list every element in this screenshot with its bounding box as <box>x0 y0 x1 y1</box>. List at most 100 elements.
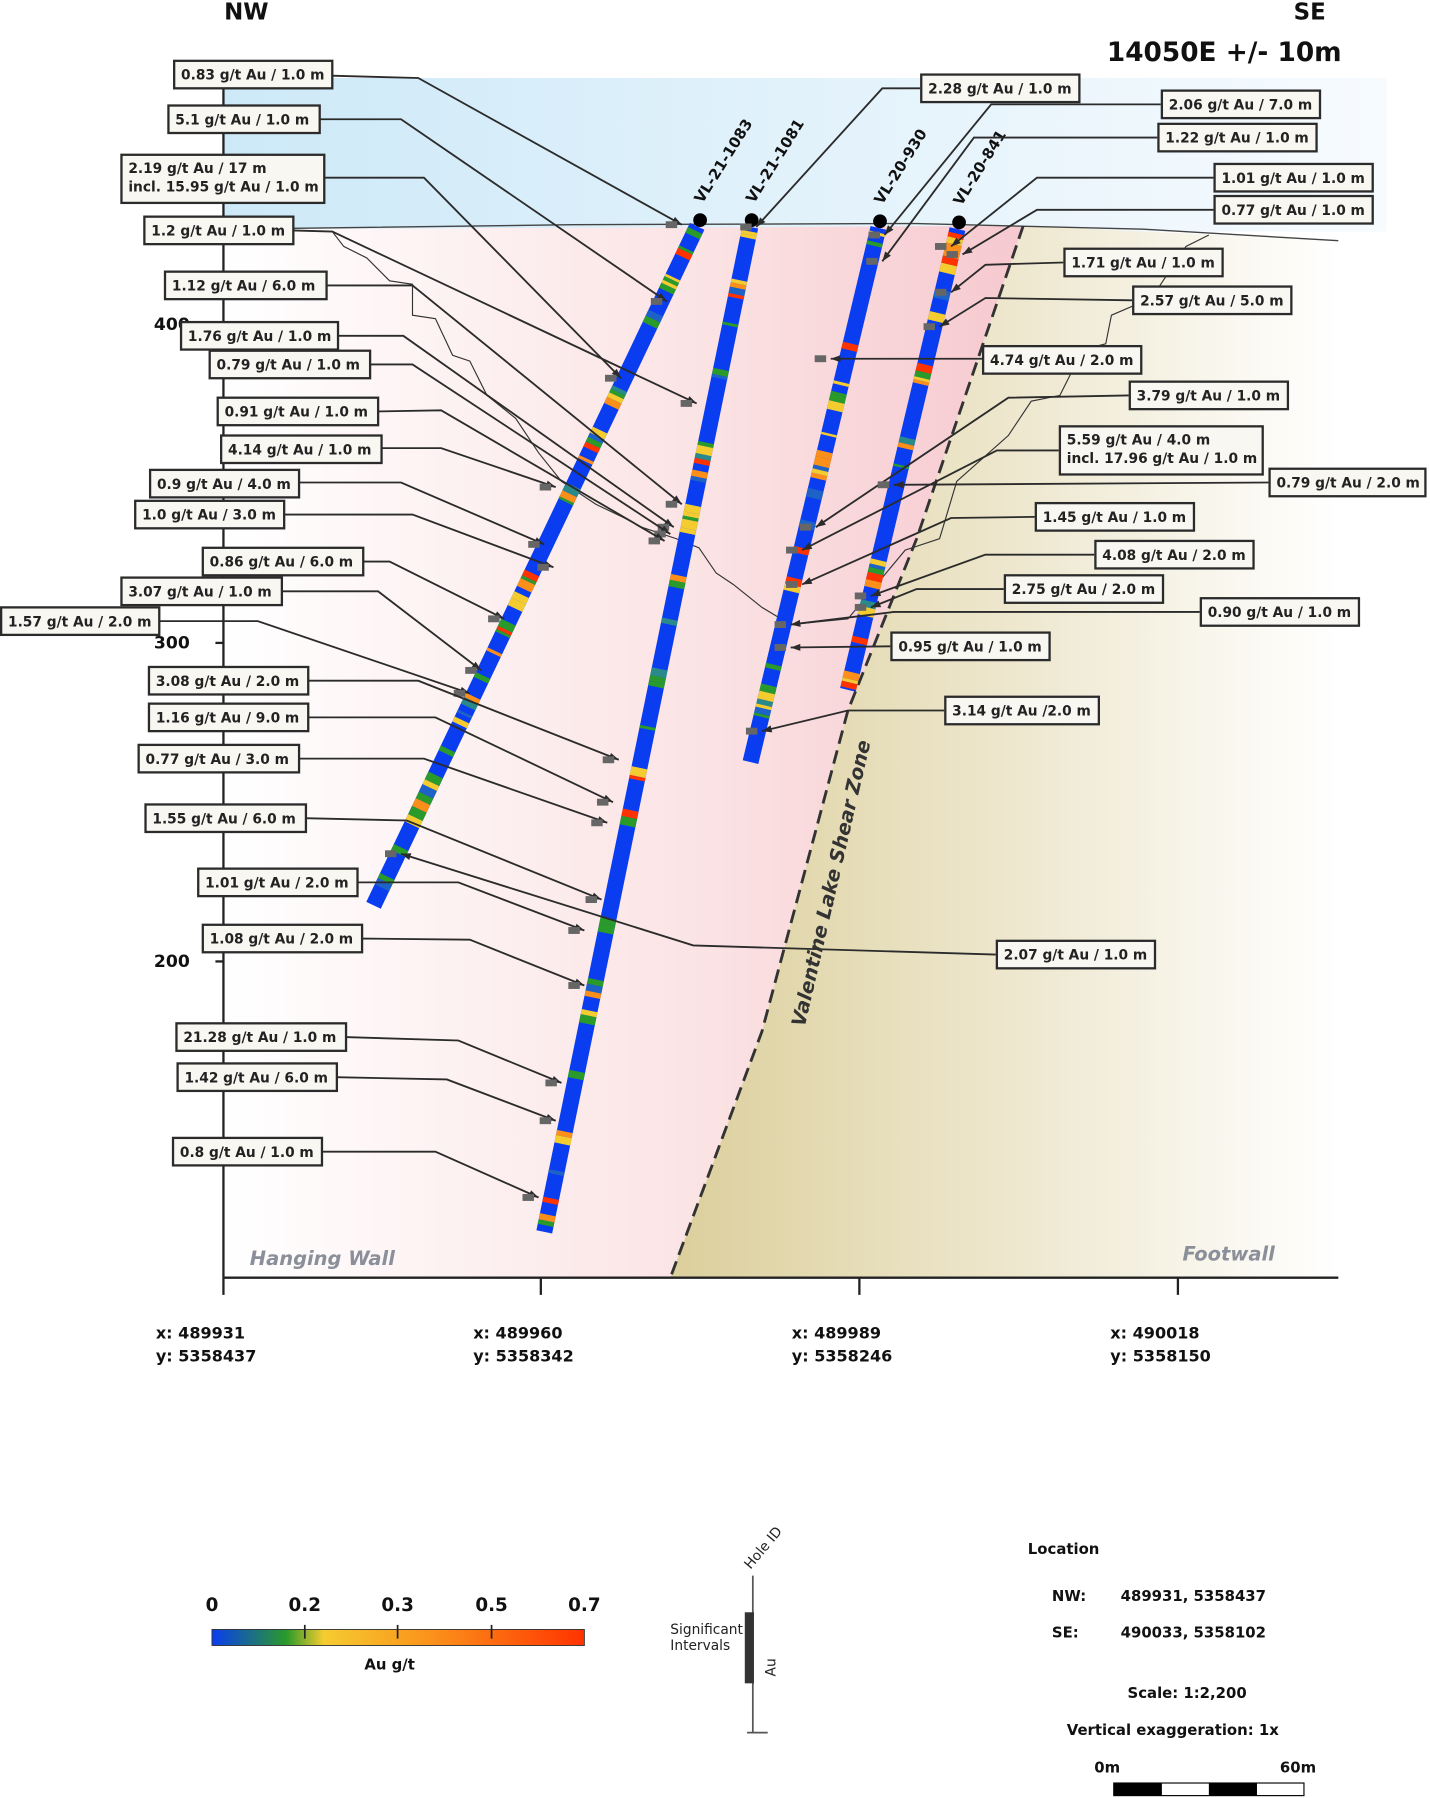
intercept-callout[interactable]: 2.06 g/t Au / 7.0 m <box>868 89 1322 239</box>
leader-line <box>325 284 683 505</box>
intercept-callout[interactable]: 3.14 g/t Au /2.0 m <box>745 695 1100 735</box>
arrow-head-icon <box>471 661 482 671</box>
intercept-text: 1.57 g/t Au / 2.0 m <box>8 614 151 630</box>
assay-interval <box>828 393 847 404</box>
easting-label: x: 489931 <box>156 1323 245 1342</box>
intercept-callout[interactable]: 0.83 g/t Au / 1.0 m <box>173 59 683 229</box>
intercept-callout[interactable]: 0.95 g/t Au / 1.0 m <box>774 631 1051 662</box>
significant-interval-marker <box>539 483 552 491</box>
leader-line <box>280 590 482 672</box>
callout-box <box>201 923 364 954</box>
easting-label: x: 489989 <box>792 1323 881 1342</box>
intercept-callout[interactable]: 0.77 g/t Au / 3.0 m <box>137 743 608 827</box>
assay-interval <box>562 482 581 498</box>
callout-box <box>120 153 326 205</box>
intercept-callout[interactable]: 1.42 g/t Au / 6.0 m <box>176 1062 557 1125</box>
intercept-callout[interactable]: 4.74 g/t Au / 2.0 m <box>814 344 1143 375</box>
se-direction: SE <box>1294 0 1326 26</box>
intercept-callout[interactable]: 2.07 g/t Au / 1.0 m <box>385 850 1157 970</box>
drill-hole[interactable] <box>366 222 705 909</box>
assay-interval <box>438 745 456 758</box>
assay-interval <box>604 396 622 410</box>
intercept-callout[interactable]: 3.07 g/t Au / 1.0 m <box>120 576 482 674</box>
intercept-callout[interactable]: 0.79 g/t Au / 2.0 m <box>877 467 1427 498</box>
intercept-text: 0.9 g/t Au / 4.0 m <box>157 477 291 493</box>
callout-box <box>1213 194 1374 225</box>
intercept-callout[interactable]: 1.08 g/t Au / 2.0 m <box>201 923 585 989</box>
callout-box <box>148 468 301 499</box>
assay-interval <box>851 635 869 646</box>
assay-interval <box>538 1213 556 1223</box>
leader-line <box>344 1036 562 1084</box>
assay-interval <box>760 683 777 692</box>
assay-interval <box>754 706 772 717</box>
intercept-callout[interactable]: 0.86 g/t Au / 6.0 m <box>201 546 505 623</box>
callout-box <box>1213 162 1374 193</box>
assay-interval <box>813 455 832 469</box>
leader-line <box>292 229 698 405</box>
intercept-text: 1.12 g/t Au / 6.0 m <box>172 279 315 295</box>
leader-line <box>320 1150 539 1199</box>
assay-interval <box>832 380 850 388</box>
leader-line <box>939 297 1133 328</box>
assay-interval <box>587 432 605 444</box>
drill-hole[interactable] <box>536 225 759 1234</box>
assay-interval <box>677 245 694 255</box>
intercept-callout[interactable]: 0.77 g/t Au / 1.0 m <box>946 194 1374 258</box>
intercept-callout[interactable]: 1.57 g/t Au / 2.0 m <box>0 606 471 697</box>
intercept-callout[interactable]: 0.8 g/t Au / 1.0 m <box>171 1136 539 1201</box>
intercept-callout[interactable]: 5.59 g/t Au / 4.0 m incl. 17.96 g/t Au / … <box>786 425 1264 554</box>
intercept-callout[interactable]: 0.91 g/t Au / 1.0 m <box>216 396 666 545</box>
intercept-callout[interactable]: 5.1 g/t Au / 1.0 m <box>167 104 668 305</box>
intercept-callout[interactable]: 0.79 g/t Au / 1.0 m <box>208 349 671 538</box>
intercept-callout[interactable]: 21.28 g/t Au / 1.0 m <box>175 1022 562 1087</box>
intercept-callout[interactable]: 1.76 g/t Au / 1.0 m <box>179 320 675 531</box>
assay-interval <box>567 1069 586 1081</box>
assay-interval <box>649 677 666 685</box>
intercept-callout[interactable]: 1.2 g/t Au / 1.0 m <box>143 215 698 407</box>
intercept-text: 2.75 g/t Au / 2.0 m <box>1012 582 1155 598</box>
leader-line <box>790 645 891 649</box>
intercept-callout[interactable]: 0.9 g/t Au / 4.0 m <box>148 468 545 548</box>
assay-interval <box>927 310 946 324</box>
intercept-callout[interactable]: 2.57 g/t Au / 5.0 m <box>923 285 1293 331</box>
significant-interval-marker <box>799 523 812 531</box>
leader-line <box>801 515 1035 586</box>
vertical-exaggeration: Vertical exaggeration: 1x <box>1067 1721 1279 1739</box>
callout-box <box>995 939 1157 970</box>
assay-interval <box>521 569 540 583</box>
intercept-callout[interactable]: 2.28 g/t Au / 1.0 m <box>740 73 1081 231</box>
intercept-callout[interactable]: 0.90 g/t Au / 1.0 m <box>774 597 1361 629</box>
intercept-text: 0.90 g/t Au / 1.0 m <box>1208 605 1351 621</box>
callout-box <box>167 104 321 135</box>
drill-hole[interactable] <box>742 226 887 764</box>
nw-label: NW: <box>1052 1587 1086 1605</box>
leader-line <box>881 136 1158 262</box>
intercept-callout[interactable]: 1.12 g/t Au / 6.0 m <box>163 270 683 508</box>
intercept-callout[interactable]: 1.45 g/t Au / 1.0 m <box>786 501 1196 588</box>
assay-interval <box>599 916 617 926</box>
assay-interval <box>496 625 513 636</box>
intercept-callout[interactable]: 2.19 g/t Au / 17 m incl. 15.95 g/t Au / 1… <box>120 153 622 382</box>
assay-interval <box>559 490 577 504</box>
intercept-callout[interactable]: 2.75 g/t Au / 2.0 m <box>854 574 1165 611</box>
intercept-callout[interactable]: 4.14 g/t Au / 1.0 m <box>219 434 557 491</box>
intercept-callout[interactable]: 1.01 g/t Au / 1.0 m <box>935 162 1374 250</box>
collar-marker[interactable] <box>873 214 887 229</box>
intercept-callout[interactable]: 1.16 g/t Au / 9.0 m <box>147 702 614 806</box>
assay-interval <box>661 279 678 290</box>
assay-interval <box>753 712 770 719</box>
significant-interval-marker <box>528 540 540 548</box>
intercept-callout[interactable]: 4.08 g/t Au / 2.0 m <box>854 539 1255 600</box>
intercept-callout[interactable]: 1.22 g/t Au / 1.0 m <box>866 122 1318 265</box>
assay-interval <box>537 1219 555 1228</box>
collar-marker[interactable] <box>952 215 966 230</box>
intercept-callout[interactable]: 1.01 g/t Au / 2.0 m <box>197 867 585 934</box>
collar-marker[interactable] <box>693 213 707 227</box>
intercept-callout[interactable]: 1.55 g/t Au / 6.0 m <box>144 803 602 904</box>
intercept-callout[interactable]: 3.08 g/t Au / 2.0 m <box>147 665 620 764</box>
assay-interval <box>649 675 666 681</box>
colorbar-tick-label: 0.7 <box>568 1595 600 1616</box>
intercept-callout[interactable]: 1.0 g/t Au / 3.0 m <box>134 499 554 571</box>
intercept-callout[interactable]: 1.71 g/t Au / 1.0 m <box>935 247 1224 296</box>
